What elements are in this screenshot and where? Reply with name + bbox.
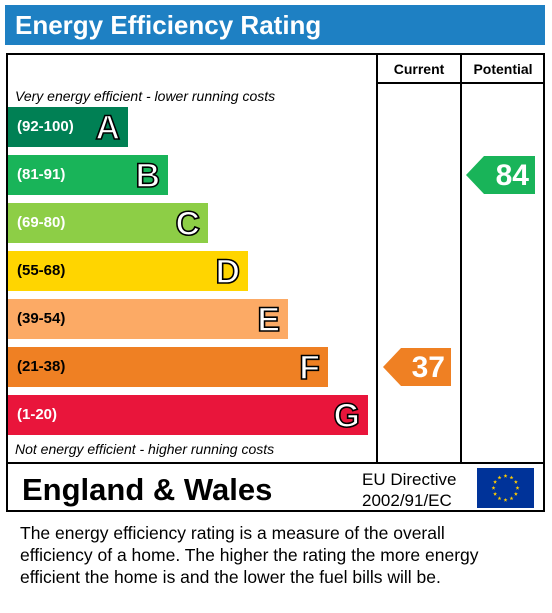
eu-star-icon: [509, 475, 514, 480]
page-title: Energy Efficiency Rating: [5, 5, 545, 45]
top-note: Very energy efficient - lower running co…: [15, 88, 276, 104]
bottom-note: Not energy efficient - higher running co…: [15, 441, 275, 457]
band-f: (21-38) F: [8, 347, 328, 388]
potential-rating-value: 84: [495, 159, 529, 192]
band-e: (39-54) E: [8, 299, 288, 340]
eu-star-icon: [493, 491, 498, 496]
band-letter-label: E: [257, 300, 281, 340]
band-letter-label: A: [95, 108, 121, 148]
eu-star-icon: [515, 485, 520, 490]
band-range-label: (21-38): [17, 358, 66, 375]
eu-star-icon: [503, 497, 508, 502]
band-range-label: (39-54): [17, 310, 66, 327]
band-range-label: (69-80): [17, 214, 66, 231]
band-letter-label: G: [333, 396, 361, 436]
band-range-label: (81-91): [17, 166, 66, 183]
eu-directive-line1: EU Directive: [362, 470, 457, 489]
eu-star-icon: [509, 496, 514, 501]
eu-star-icon: [497, 496, 502, 501]
band-letter-label: D: [215, 252, 241, 292]
band-letter-label: F: [298, 348, 320, 388]
band-g: (1-20) G: [8, 395, 368, 436]
eu-flag-stars: [491, 473, 520, 502]
current-rating-value: 37: [411, 351, 445, 384]
band-range-label: (55-68): [17, 262, 66, 279]
eu-star-icon: [497, 475, 502, 480]
eu-directive-line2: 2002/91/EC: [362, 491, 452, 510]
band-a: (92-100) A: [8, 107, 128, 148]
band-range-label: (92-100): [17, 118, 74, 135]
band-b: (81-91) B: [8, 155, 168, 196]
eu-directive: EU Directive 2002/91/EC: [362, 469, 456, 511]
band-d: (55-68) D: [8, 251, 248, 292]
band-letter-label: C: [175, 204, 201, 244]
eu-star-icon: [513, 479, 518, 484]
eu-star-icon: [493, 479, 498, 484]
column-divider-current: [376, 53, 378, 464]
eu-star-icon: [503, 473, 508, 478]
eu-star-icon: [491, 485, 496, 490]
column-header-current: Current: [393, 61, 445, 77]
band-letter-label: B: [135, 156, 161, 196]
band-range-label: (1-20): [17, 406, 58, 423]
column-header-potential: Potential: [473, 61, 533, 77]
column-divider-potential: [460, 53, 462, 464]
footer-divider: [6, 462, 545, 464]
rating-table: [6, 53, 545, 512]
eu-flag-icon: [477, 468, 534, 508]
band-c: (69-80) C: [8, 203, 208, 244]
description-text: The energy efficiency rating is a measur…: [20, 523, 479, 587]
region-label: England & Wales: [22, 472, 273, 507]
header-divider: [376, 82, 545, 84]
eu-star-icon: [513, 491, 518, 496]
